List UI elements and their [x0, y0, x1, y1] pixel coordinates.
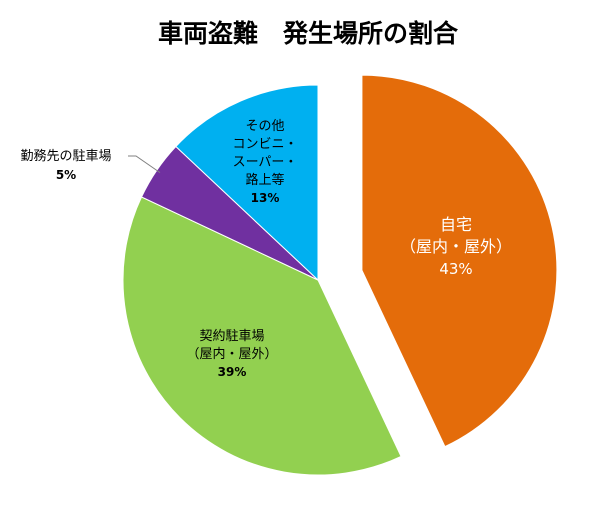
slice-label-line: 契約駐車場	[199, 329, 264, 344]
slice-value-label: 5%	[56, 168, 76, 182]
slice-value-label: 13%	[251, 191, 280, 205]
leader-lines	[128, 155, 161, 174]
slice-value-label: 39%	[218, 365, 247, 379]
slice-value-label: 43%	[439, 260, 472, 278]
leader-line	[128, 155, 161, 174]
chart-title: 車両盗難 発生場所の割合	[158, 19, 459, 48]
slice-label-line: 勤務先の駐車場	[20, 149, 111, 164]
pie-slice	[122, 196, 402, 476]
slice-label-line: その他	[245, 119, 284, 134]
slice-label-line: 路上等	[245, 172, 284, 188]
slice-label-line: スーパー・	[233, 155, 298, 170]
slice-label-line: コンビニ・	[232, 137, 297, 152]
slice-labels: 自宅 （屋内・屋外） 43% 契約駐車場 （屋内・屋外） 39% 勤務先の駐車場 5% その他コ…	[20, 119, 512, 379]
pie-slices	[122, 74, 558, 476]
slice-label-line: 自宅	[440, 215, 472, 234]
slice-label-line: （屋内・屋外）	[186, 346, 277, 362]
pie-slice	[361, 74, 558, 448]
slice-label-line: （屋内・屋外）	[400, 237, 512, 256]
pie-slice	[175, 84, 319, 282]
